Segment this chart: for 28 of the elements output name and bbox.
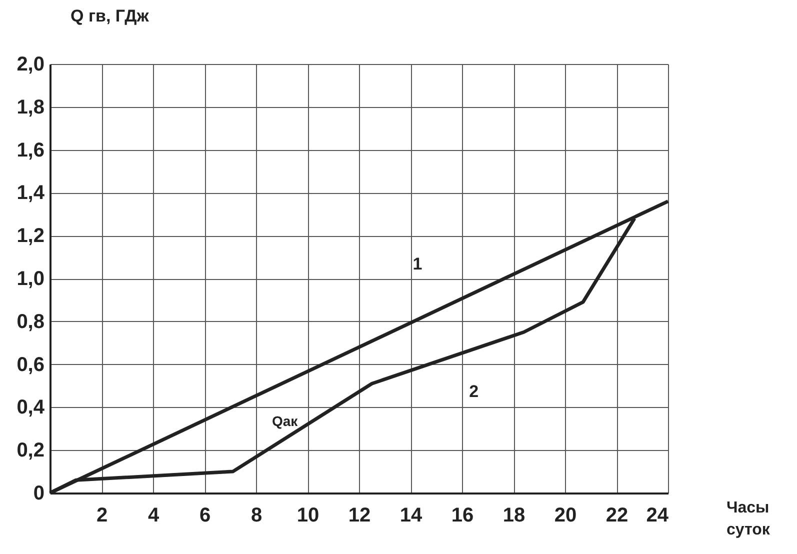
y-tick-label: 1,2 — [16, 225, 44, 248]
annotation: Qак — [272, 413, 299, 429]
x-tick-label: 12 — [348, 504, 371, 526]
y-tick-label: 0 — [33, 482, 44, 504]
x-axis-title: Часы суток — [726, 500, 771, 538]
x-tick-label: 18 — [502, 504, 526, 526]
x-tick-label: 2 — [96, 504, 108, 526]
x-tick-label: 10 — [296, 504, 320, 526]
y-tick-label: 1,6 — [16, 139, 44, 162]
x-tick-label: 14 — [400, 504, 423, 526]
text: 1 — [412, 254, 422, 274]
y-tick-label: 0,2 — [16, 440, 44, 462]
y-tick-label: 0,4 — [16, 396, 46, 419]
y-tick-label: 0,6 — [16, 354, 44, 376]
y-tick-label: 0,8 — [16, 310, 44, 333]
x-tick-label: 4 — [148, 504, 160, 526]
x-tick-label: 6 — [199, 504, 211, 526]
y-axis-title: Q гв, ГДж — [70, 6, 150, 26]
series-label: 2 — [469, 382, 479, 401]
x-tick-label: 8 — [250, 504, 262, 526]
x-tick-label: 16 — [451, 504, 474, 526]
y-tick-label: 1,0 — [16, 268, 44, 290]
x-tick-label: 24 — [646, 504, 670, 526]
y-tick-label: 1,4 — [16, 182, 46, 204]
y-tick-label: 2,0 — [16, 54, 44, 76]
y-tick-label: 1,8 — [16, 96, 44, 118]
x-tick-label: 20 — [554, 504, 577, 526]
x-tick-label: 22 — [606, 504, 628, 526]
